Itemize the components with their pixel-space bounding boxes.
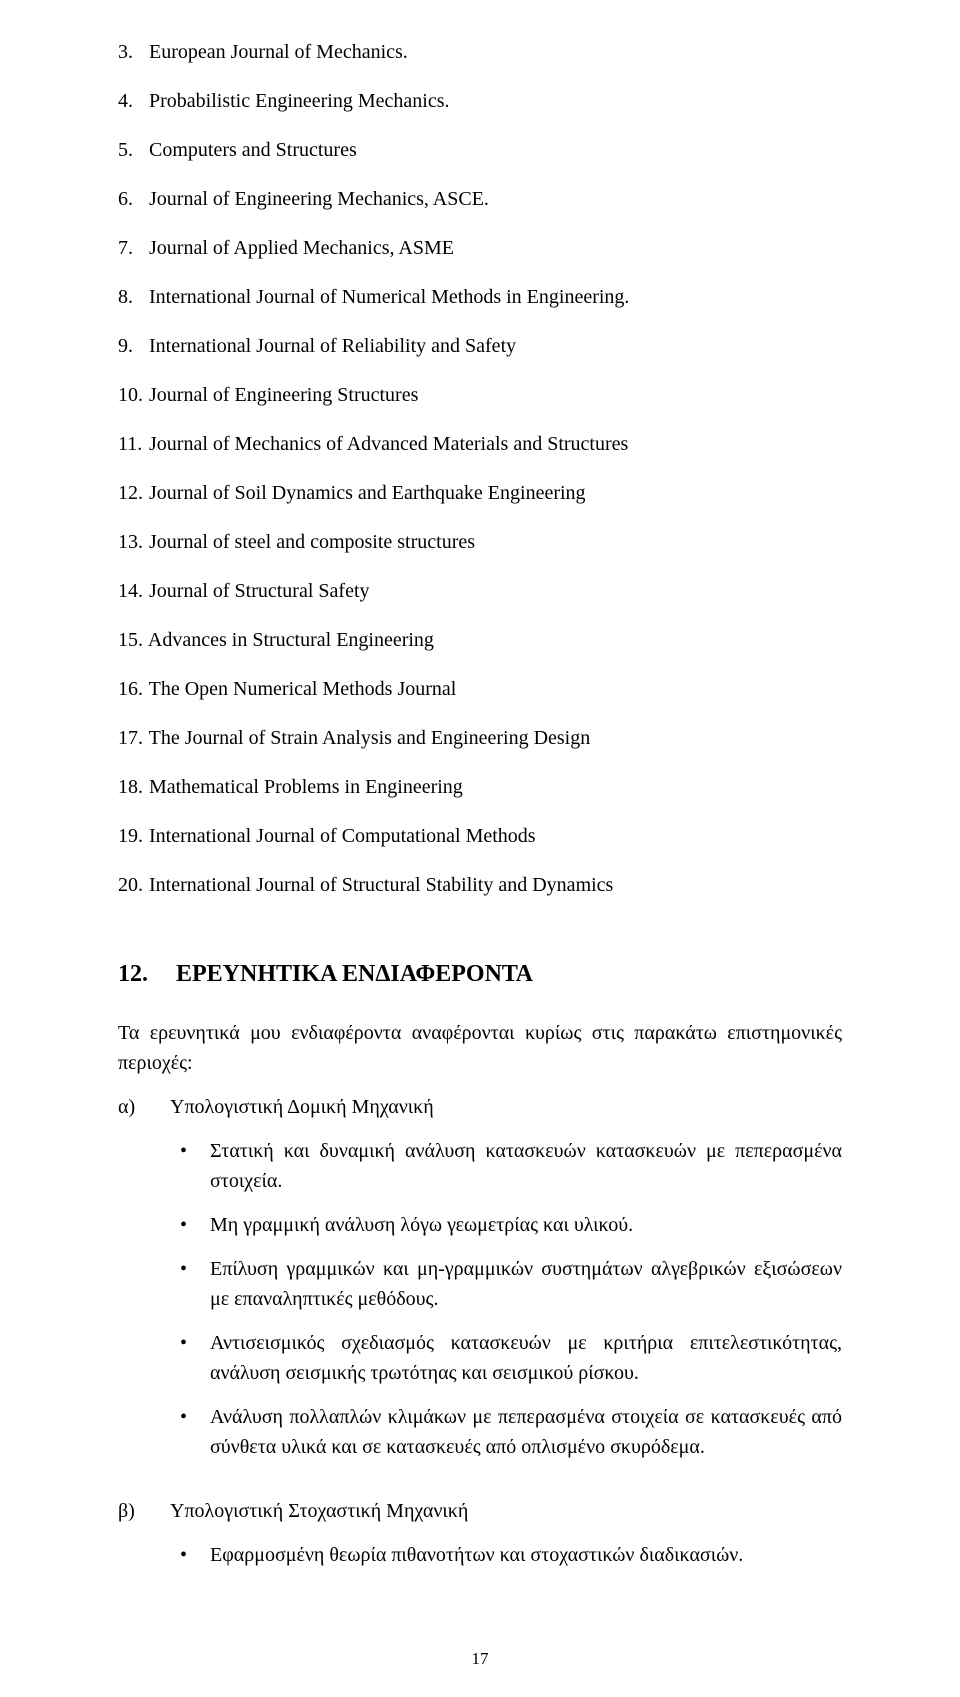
journal-item: 4. Probabilistic Engineering Mechanics.: [118, 87, 842, 115]
journal-item: 8. International Journal of Numerical Me…: [118, 283, 842, 311]
item-title: Journal of Structural Safety: [149, 580, 370, 602]
item-title: International Journal of Numerical Metho…: [149, 286, 629, 308]
item-number: 20.: [118, 871, 144, 899]
journal-item: 18. Mathematical Problems in Engineering: [118, 773, 842, 801]
subsection-a: α)Υπολογιστική Δομική Μηχανική: [118, 1092, 842, 1122]
item-title: Journal of Applied Mechanics, ASME: [149, 237, 454, 259]
journal-item: 9. International Journal of Reliability …: [118, 332, 842, 360]
item-number: 15.: [118, 626, 144, 654]
page-number: 17: [0, 1649, 960, 1669]
journal-item: 15. Advances in Structural Engineering: [118, 626, 842, 654]
journal-item: 5. Computers and Structures: [118, 136, 842, 164]
item-number: 4.: [118, 87, 144, 115]
item-title: Journal of steel and composite structure…: [149, 531, 475, 553]
journal-item: 17. The Journal of Strain Analysis and E…: [118, 724, 842, 752]
item-title: Journal of Soil Dynamics and Earthquake …: [149, 482, 586, 504]
item-title: International Journal of Structural Stab…: [149, 874, 613, 896]
bullet-item: Επίλυση γραμμικών και μη-γραμμικών συστη…: [174, 1254, 842, 1314]
item-number: 5.: [118, 136, 144, 164]
item-number: 7.: [118, 234, 144, 262]
bullet-list-b: Εφαρμοσμένη θεωρία πιθανοτήτων και στοχα…: [174, 1540, 842, 1570]
journal-item: 19. International Journal of Computation…: [118, 822, 842, 850]
item-number: 16.: [118, 675, 144, 703]
journal-item: 6. Journal of Engineering Mechanics, ASC…: [118, 185, 842, 213]
item-number: 6.: [118, 185, 144, 213]
subsection-label: β): [118, 1496, 170, 1526]
item-number: 12.: [118, 479, 144, 507]
journal-item: 7. Journal of Applied Mechanics, ASME: [118, 234, 842, 262]
bullet-item: Στατική και δυναμική ανάλυση κατασκευών …: [174, 1136, 842, 1196]
journal-item: 12. Journal of Soil Dynamics and Earthqu…: [118, 479, 842, 507]
item-title: Computers and Structures: [149, 139, 357, 161]
item-number: 17.: [118, 724, 144, 752]
bullet-item: Αντισεισμικός σχεδιασμός κατασκευών με κ…: [174, 1328, 842, 1388]
item-title: Mathematical Problems in Engineering: [149, 776, 463, 798]
item-title: Probabilistic Engineering Mechanics.: [149, 90, 449, 112]
section-title: ΕΡΕΥΝΗΤΙΚΑ ΕΝΔΙΑΦΕΡΟΝΤΑ: [176, 961, 533, 987]
item-number: 14.: [118, 577, 144, 605]
item-number: 19.: [118, 822, 144, 850]
subsection-label: α): [118, 1092, 170, 1122]
bullet-item: Μη γραμμική ανάλυση λόγω γεωμετρίας και …: [174, 1210, 842, 1240]
journal-item: 3. European Journal of Mechanics.: [118, 38, 842, 66]
subsection-title: Υπολογιστική Στοχαστική Μηχανική: [170, 1500, 468, 1522]
subsection-title: Υπολογιστική Δομική Μηχανική: [170, 1096, 434, 1118]
item-title: International Journal of Reliability and…: [149, 335, 516, 357]
item-number: 9.: [118, 332, 144, 360]
journal-item: 13. Journal of steel and composite struc…: [118, 528, 842, 556]
item-title: Advances in Structural Engineering: [148, 629, 434, 651]
bullet-item: Εφαρμοσμένη θεωρία πιθανοτήτων και στοχα…: [174, 1540, 842, 1570]
item-title: The Journal of Strain Analysis and Engin…: [149, 727, 591, 749]
journal-item: 10. Journal of Engineering Structures: [118, 381, 842, 409]
item-number: 13.: [118, 528, 144, 556]
journal-item: 16. The Open Numerical Methods Journal: [118, 675, 842, 703]
item-number: 11.: [118, 430, 144, 458]
journal-item: 11. Journal of Mechanics of Advanced Mat…: [118, 430, 842, 458]
item-number: 8.: [118, 283, 144, 311]
journal-item: 14. Journal of Structural Safety: [118, 577, 842, 605]
item-number: 10.: [118, 381, 144, 409]
journal-item: 20. International Journal of Structural …: [118, 871, 842, 899]
item-title: Journal of Engineering Mechanics, ASCE.: [149, 188, 489, 210]
journal-list: 3. European Journal of Mechanics. 4. Pro…: [118, 38, 842, 899]
item-number: 18.: [118, 773, 144, 801]
bullet-item: Ανάλυση πολλαπλών κλιμάκων με πεπερασμέν…: [174, 1402, 842, 1462]
item-title: Journal of Mechanics of Advanced Materia…: [149, 433, 628, 455]
intro-text: Τα ερευνητικά μου ενδιαφέροντα αναφέροντ…: [118, 1018, 842, 1078]
item-number: 3.: [118, 38, 144, 66]
bullet-list-a: Στατική και δυναμική ανάλυση κατασκευών …: [174, 1136, 842, 1462]
item-title: The Open Numerical Methods Journal: [149, 678, 457, 700]
section-number: 12.: [118, 961, 148, 988]
subsection-b: β)Υπολογιστική Στοχαστική Μηχανική: [118, 1496, 842, 1526]
section-heading: 12. ΕΡΕΥΝΗΤΙΚΑ ΕΝΔΙΑΦΕΡΟΝΤΑ: [118, 961, 842, 988]
item-title: European Journal of Mechanics.: [149, 41, 408, 63]
item-title: Journal of Engineering Structures: [149, 384, 418, 406]
item-title: International Journal of Computational M…: [149, 825, 536, 847]
